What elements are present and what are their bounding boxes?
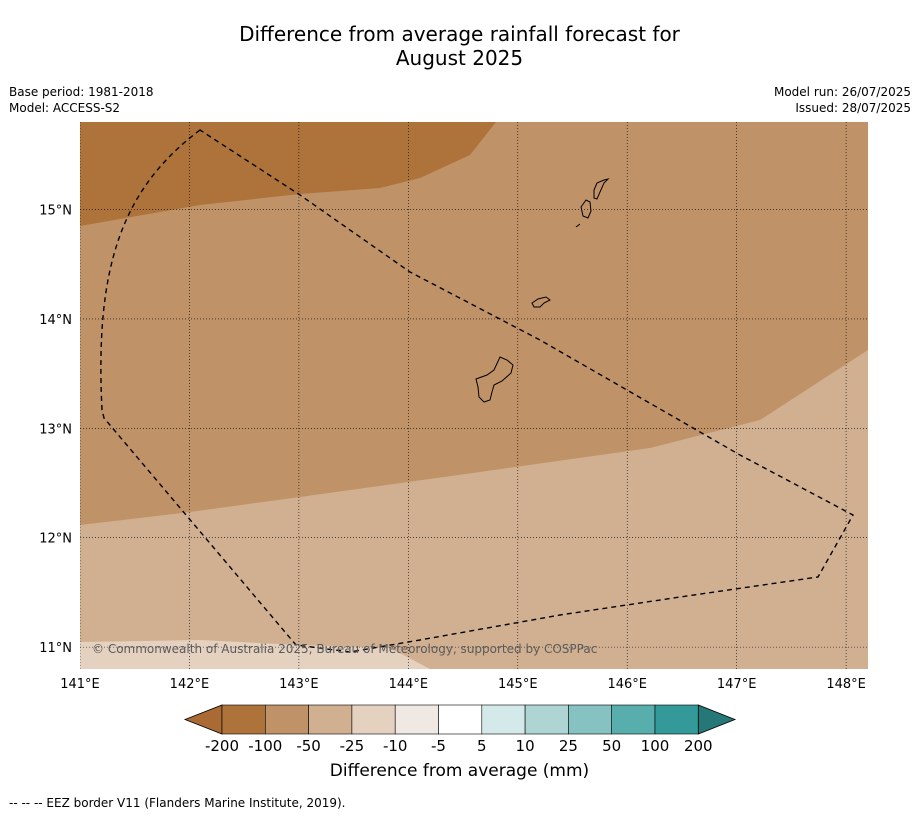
colorbar-segment [654, 704, 699, 735]
colorbar-extend-low [183, 704, 223, 735]
colorbar-segment [221, 704, 266, 735]
colorbar-tick-label: 10 [516, 737, 535, 755]
copyright-notice: © Commonwealth of Australia 2025, Bureau… [92, 642, 597, 656]
longitude-tick-label: 148°E [826, 677, 866, 692]
longitude-tick-label: 142°E [170, 677, 210, 692]
colorbar [183, 704, 737, 735]
longitude-tick-label: 141°E [60, 677, 100, 692]
colorbar-segment [394, 704, 439, 735]
band-dark-brown [80, 122, 496, 226]
colorbar-tick-label: 100 [641, 737, 670, 755]
colorbar-segment [611, 704, 656, 735]
meta-left: Base period: 1981-2018 Model: ACCESS-S2 [9, 84, 154, 116]
meta-right: Model run: 26/07/2025 Issued: 28/07/2025 [774, 84, 911, 116]
island-rota [531, 296, 551, 308]
latitude-tick-label: 13°N [39, 422, 72, 437]
island-saipan [593, 178, 610, 200]
colorbar-tick-label: 200 [684, 737, 713, 755]
base-period: Base period: 1981-2018 [9, 85, 154, 99]
eez-footnote: -- -- -- EEZ border V11 (Flanders Marine… [9, 796, 346, 810]
colorbar-segment [351, 704, 396, 735]
colorbar-extend-high [697, 704, 737, 735]
eez-border [100, 129, 854, 653]
longitude-tick-labels: 141°E 142°E 143°E 144°E 145°E 146°E 147°E 148°E [60, 677, 866, 692]
colorbar-tick-label: -50 [296, 737, 321, 755]
longitude-tick-label: 147°E [717, 677, 757, 692]
longitude-tick-label: 145°E [498, 677, 538, 692]
colorbar-segment [568, 704, 613, 735]
colorbar-segment [264, 704, 309, 735]
latitude-tick-label: 15°N [39, 204, 72, 219]
latitude-tick-labels: 15°N 14°N 13°N 12°N 11°N [39, 204, 72, 657]
colorbar-segment [438, 704, 483, 735]
colorbar-tick-label: -25 [340, 737, 365, 755]
colorbar-tick-label: -5 [431, 737, 446, 755]
longitude-tick-label: 144°E [389, 677, 429, 692]
title-line-2: August 2025 [395, 46, 524, 70]
longitude-tick-label: 143°E [279, 677, 319, 692]
map-figure: © Commonwealth of Australia 2025, Bureau… [39, 122, 868, 755]
colorbar-tick-label: -200 [205, 737, 239, 755]
issued-date: Issued: 28/07/2025 [795, 101, 911, 115]
colorbar-tick-label: 25 [559, 737, 578, 755]
colorbar-segment [524, 704, 569, 735]
island-aguijan [575, 223, 581, 228]
latitude-tick-label: 12°N [39, 532, 72, 547]
latitude-tick-label: 11°N [39, 641, 72, 656]
colorbar-segment [481, 704, 526, 735]
title-line-1: Difference from average rainfall forecas… [239, 22, 680, 46]
colorbar-tick-label: 50 [602, 737, 621, 755]
longitude-tick-label: 146°E [607, 677, 647, 692]
latitude-tick-label: 14°N [39, 313, 72, 328]
colorbar-tick-label: -10 [383, 737, 408, 755]
colorbar-segment [308, 704, 353, 735]
colorbar-title: Difference from average (mm) [329, 761, 590, 781]
map-plot-area: © Commonwealth of Australia 2025, Bureau… [80, 122, 868, 669]
model-name: Model: ACCESS-S2 [9, 101, 121, 115]
graticule [80, 122, 868, 669]
colorbar-tick-label: -100 [248, 737, 282, 755]
colorbar-labels: -200 -100 -50 -25 -10 -5 5 10 25 50 100 200 [205, 737, 713, 755]
island-guam [475, 356, 514, 403]
coastlines [475, 178, 610, 403]
colorbar-tick-label: 5 [477, 737, 487, 755]
island-tinian [580, 199, 592, 219]
map-title: Difference from average rainfall forecas… [0, 22, 919, 70]
band-medium-brown [80, 122, 868, 525]
model-run: Model run: 26/07/2025 [773, 85, 911, 99]
